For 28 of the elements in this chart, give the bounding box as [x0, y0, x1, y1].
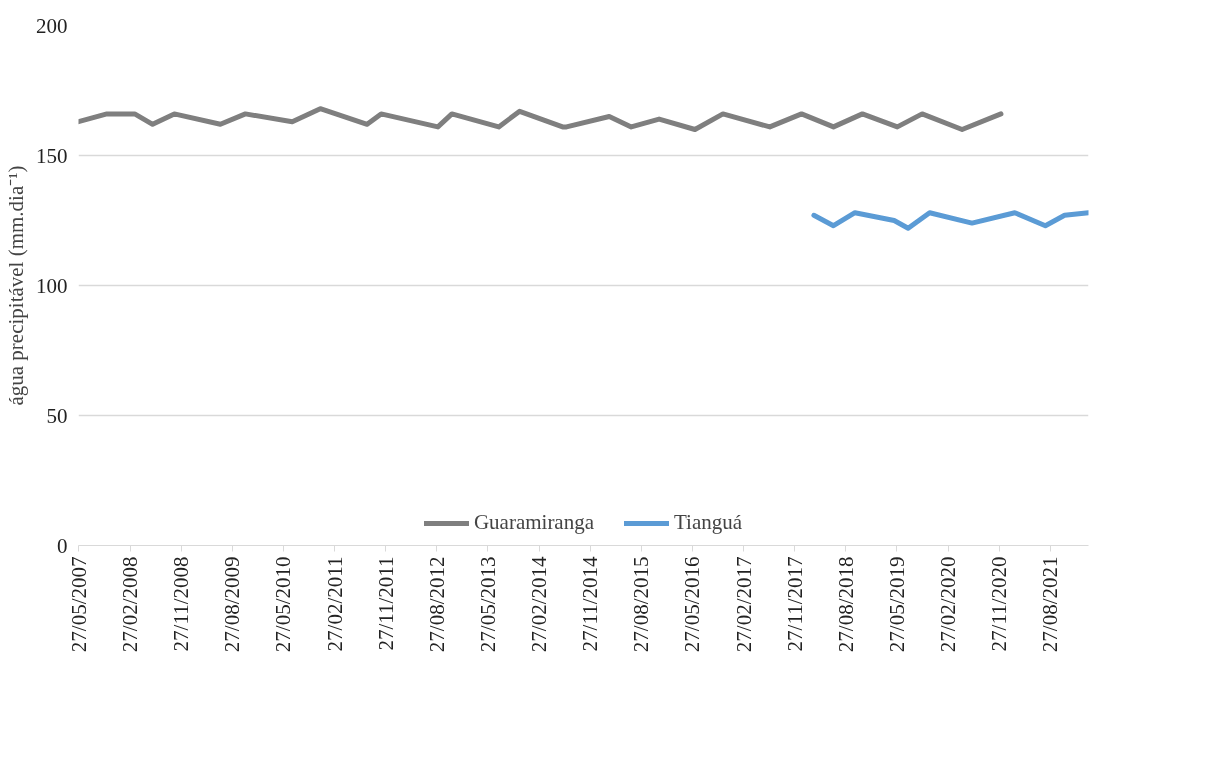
x-tick-label: 27/05/2016 — [680, 556, 705, 653]
y-axis-title: água precipitável (mm.dia⁻¹) — [4, 165, 28, 406]
x-tick-label: 27/02/2011 — [322, 556, 347, 652]
x-tick-label: 27/05/2010 — [271, 556, 296, 653]
legend-label: Guaramiranga — [473, 510, 595, 535]
x-tick-label: 27/11/2017 — [782, 556, 807, 652]
x-tick-label: 27/11/2011 — [373, 556, 398, 651]
x-tick-label: 27/11/2014 — [578, 556, 603, 652]
x-tick-label: 27/05/2019 — [884, 556, 909, 653]
x-tick-label: 27/08/2009 — [220, 556, 245, 653]
x-tick-label: 27/08/2012 — [424, 556, 449, 653]
x-tick-label: 27/05/2007 — [66, 556, 91, 653]
x-tick-label: 27/08/2018 — [833, 556, 858, 653]
x-tick-label: 27/02/2020 — [936, 556, 961, 653]
x-tick-label: 27/02/2008 — [118, 556, 143, 653]
x-tick-label: 27/08/2021 — [1038, 556, 1063, 653]
y-tick-label: 200 — [36, 13, 68, 38]
x-tick-label: 27/02/2017 — [731, 556, 756, 653]
y-tick-label: 0 — [57, 533, 68, 558]
y-tick-label: 150 — [36, 143, 68, 168]
x-tick-label: 27/02/2014 — [527, 556, 552, 653]
legend-label: Tianguá — [674, 510, 743, 535]
y-tick-label: 50 — [46, 403, 68, 428]
x-tick-label: 27/11/2020 — [987, 556, 1012, 652]
y-tick-label: 100 — [36, 273, 68, 298]
x-tick-label: 27/08/2015 — [629, 556, 654, 653]
x-tick-label: 27/11/2008 — [169, 556, 194, 652]
x-tick-label: 27/05/2013 — [475, 556, 500, 653]
